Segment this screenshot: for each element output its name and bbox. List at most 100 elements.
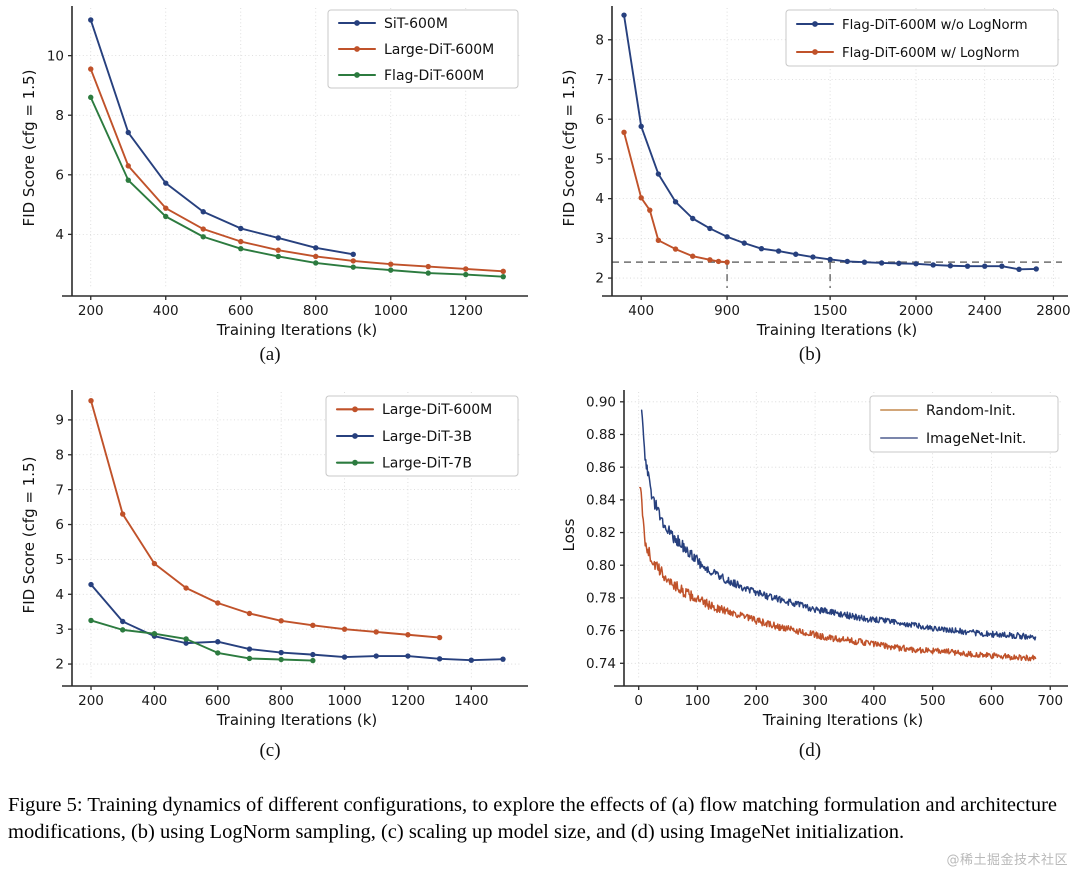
x-tick-label: 2400 [968, 303, 1002, 319]
legend-label: Large-DiT-600M [384, 42, 494, 58]
x-axis-title: Training Iterations (k) [216, 711, 378, 729]
y-tick-label: 4 [595, 191, 604, 207]
data-point [238, 225, 244, 232]
x-tick-label: 1200 [449, 303, 483, 319]
data-point [425, 263, 431, 270]
x-tick-label: 700 [1037, 693, 1063, 709]
data-point [425, 270, 431, 276]
legend-entry[interactable]: Large-DiT-600M [337, 42, 494, 58]
data-point [655, 171, 662, 177]
subplot-label-d: (d) [798, 740, 822, 761]
axis-spines [602, 6, 1068, 297]
y-tick-label: 0.86 [586, 460, 616, 476]
x-tick-label: 200 [743, 693, 769, 709]
x-axis-title: Training Iterations (k) [762, 711, 924, 729]
y-axis-title: FID Score (cfg = 1.5) [20, 70, 38, 227]
x-axis: 200 400 600 800 1000 1200 1400 Training Iterati… [78, 686, 488, 729]
data-point [638, 123, 644, 130]
y-tick-label: 0.82 [586, 525, 616, 541]
watermark: @稀土掘金技术社区 [946, 853, 1068, 868]
data-point [88, 398, 94, 404]
legend-entry[interactable]: Large-DiT-600M [335, 402, 492, 418]
legend-entry[interactable]: Large-DiT-7B [335, 455, 472, 471]
y-tick-label: 0.78 [586, 591, 616, 607]
data-point [350, 251, 356, 258]
x-tick-label: 1500 [813, 303, 847, 319]
data-point [275, 253, 281, 260]
data-point [341, 654, 348, 660]
x-tick-label: 100 [685, 693, 711, 709]
legend[interactable]: SiT-600M Large-DiT-600M Flag-DiT-600M [327, 9, 519, 89]
y-axis-title: FID Score (cfg = 1.5) [20, 457, 38, 614]
legend[interactable]: Large-DiT-600M Large-DiT-3B Large-DiT-7B [325, 395, 519, 477]
data-point [373, 629, 379, 635]
y-tick-label: 6 [55, 517, 64, 533]
data-point [125, 129, 131, 136]
subplot-b: 400 900 1500 2000 2400 2800 Training Iteration… [540, 0, 1080, 368]
y-tick-label: 7 [595, 72, 604, 88]
legend-entry[interactable]: ImageNet-Init. [879, 431, 1026, 447]
legend-entry[interactable]: Flag-DiT-600M w/ LogNorm [795, 46, 1020, 61]
legend-label: Large-DiT-3B [382, 429, 472, 445]
series-group [88, 17, 506, 280]
data-point [500, 273, 506, 280]
x-tick-label: 300 [802, 693, 828, 709]
reference-lines [612, 261, 1062, 288]
data-point [313, 260, 319, 266]
legend-entry[interactable]: SiT-600M [337, 16, 448, 32]
data-point [120, 627, 126, 633]
data-point [741, 240, 747, 246]
data-point [672, 246, 679, 252]
data-point [246, 655, 253, 662]
data-point [715, 258, 722, 265]
series-line [90, 619, 314, 662]
data-point [647, 207, 653, 213]
x-axis: 0 100 200 300 400 500 600 700 Training Iteration… [634, 686, 1063, 729]
data-point [775, 248, 782, 254]
series-line [89, 18, 355, 256]
data-point [690, 215, 696, 222]
x-tick-label: 400 [628, 303, 654, 319]
legend-label: ImageNet-Init. [926, 431, 1026, 447]
y-axis: 2 3 4 5 6 7 8 9 FID Score (cfg = 1.5) [20, 413, 72, 673]
data-point [151, 631, 158, 637]
chart-d: 0 100 200 300 400 500 600 700 Training Iteration… [560, 390, 1068, 729]
legend-entry[interactable]: Large-DiT-3B [335, 429, 472, 445]
data-point [200, 226, 206, 232]
x-tick-label: 900 [714, 303, 740, 319]
data-point [707, 225, 713, 232]
data-point [947, 263, 954, 269]
data-point [183, 585, 189, 591]
y-tick-label: 6 [55, 167, 64, 183]
data-point [810, 254, 816, 260]
y-tick-label: 9 [55, 413, 64, 429]
y-axis-title: Loss [560, 518, 578, 551]
legend[interactable]: Random-Init. ImageNet-Init. [869, 395, 1059, 453]
data-point [163, 213, 169, 220]
data-point [436, 656, 443, 662]
legend-entry[interactable]: Flag-DiT-600M [337, 68, 484, 84]
legend-entry[interactable]: Flag-DiT-600M w/o LogNorm [795, 18, 1028, 33]
data-point [200, 234, 206, 240]
data-point [964, 263, 971, 269]
y-axis: 0.74 0.76 0.78 0.80 0.82 0.84 0.86 0.88 0.90 Loss [560, 394, 624, 672]
y-tick-label: 4 [55, 587, 64, 603]
legend[interactable]: Flag-DiT-600M w/o LogNorm Flag-DiT-600M w… [785, 9, 1059, 67]
series-line [639, 486, 1037, 662]
data-point [350, 264, 356, 270]
data-point [463, 266, 469, 272]
series-line [90, 399, 441, 639]
data-point [690, 253, 696, 259]
x-tick-label: 2000 [899, 303, 933, 319]
legend-entry[interactable]: Random-Init. [879, 403, 1016, 419]
y-axis: 4 6 8 10 FID Score (cfg = 1.5) [20, 48, 72, 243]
y-tick-label: 2 [55, 657, 64, 673]
y-tick-label: 7 [55, 482, 64, 498]
y-tick-label: 2 [595, 271, 604, 287]
data-point [313, 245, 319, 251]
data-point [350, 258, 356, 264]
data-point [707, 257, 713, 263]
data-point [500, 656, 506, 662]
data-point [88, 581, 94, 588]
y-tick-label: 5 [55, 552, 64, 568]
